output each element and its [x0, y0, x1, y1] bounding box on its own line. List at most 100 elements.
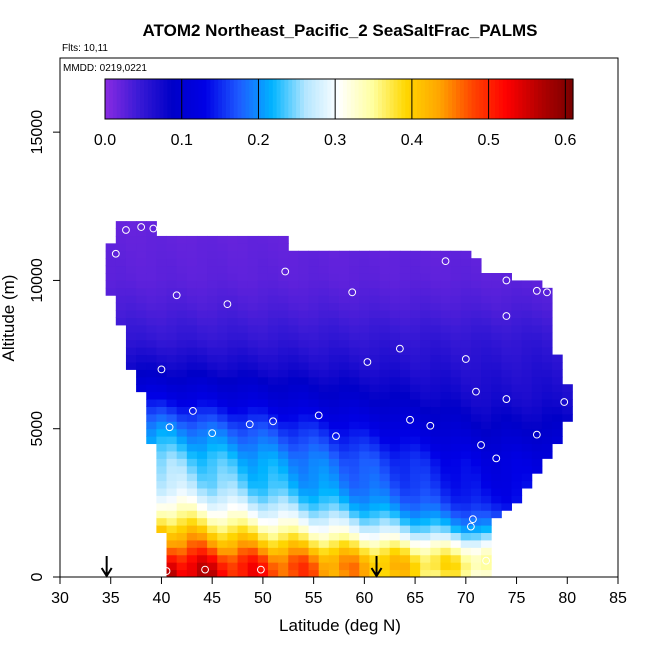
- heatmap-cell: [379, 317, 391, 326]
- heatmap-cell: [186, 317, 198, 326]
- heatmap-cell: [440, 310, 452, 318]
- heatmap-cell: [257, 310, 269, 318]
- heatmap-cell: [125, 302, 137, 311]
- heatmap-cell: [440, 480, 452, 489]
- heatmap-cell: [267, 287, 279, 296]
- heatmap-cell: [450, 376, 462, 385]
- heatmap-cell: [379, 413, 391, 422]
- heatmap-cell: [227, 265, 239, 274]
- heatmap-cell: [186, 250, 198, 259]
- heatmap-cell: [339, 413, 350, 422]
- heatmap-cell: [166, 324, 178, 333]
- heatmap-cell: [430, 547, 441, 556]
- heatmap-cell: [298, 369, 310, 378]
- heatmap-cell: [399, 450, 411, 459]
- heatmap-cell: [328, 391, 340, 400]
- colorbar-swatch: [467, 79, 473, 119]
- heatmap-cell: [308, 384, 320, 393]
- heatmap-cell: [227, 458, 239, 467]
- heatmap-cell: [227, 324, 239, 333]
- heatmap-cell: [349, 399, 360, 407]
- heatmap-cell: [481, 391, 492, 400]
- heatmap-cell: [349, 547, 360, 556]
- heatmap-cell: [339, 302, 350, 311]
- colorbar-swatch: [300, 79, 305, 119]
- heatmap-cell: [227, 280, 239, 289]
- heatmap-cell: [379, 421, 391, 430]
- x-tick-label: 35: [102, 590, 120, 607]
- chart-title: ATOM2 Northeast_Pacific_2 SeaSaltFrac_PA…: [143, 21, 538, 40]
- heatmap-cell: [308, 287, 320, 296]
- heatmap-cell: [450, 324, 462, 333]
- heatmap-cell: [328, 280, 340, 289]
- heatmap-cell: [481, 421, 492, 430]
- heatmap-cell: [308, 361, 320, 370]
- heatmap-cell: [430, 532, 441, 541]
- heatmap-cell: [531, 436, 543, 445]
- heatmap-cell: [166, 310, 178, 318]
- heatmap-cell: [176, 250, 188, 259]
- heatmap-cell: [278, 258, 289, 267]
- heatmap-cell: [288, 265, 299, 274]
- heatmap-cell: [237, 295, 249, 304]
- heatmap-cell: [227, 502, 239, 511]
- colorbar-swatch: [569, 79, 574, 119]
- heatmap-cell: [450, 443, 462, 452]
- heatmap-cell: [318, 250, 330, 259]
- heatmap-cell: [136, 324, 147, 333]
- heatmap-cell: [339, 495, 350, 504]
- heatmap-cell: [359, 510, 370, 519]
- heatmap-cell: [491, 295, 502, 304]
- heatmap-cell: [207, 243, 218, 252]
- heatmap-cell: [328, 495, 340, 504]
- heatmap-cell: [501, 317, 512, 326]
- heatmap-cell: [420, 310, 431, 318]
- heatmap-cell: [308, 399, 320, 407]
- heatmap-cell: [298, 339, 310, 348]
- heatmap-cell: [470, 488, 482, 496]
- heatmap-cell: [410, 317, 421, 326]
- heatmap-cell: [349, 562, 360, 571]
- heatmap-cell: [146, 302, 157, 311]
- heatmap-cell: [491, 399, 502, 407]
- heatmap-cell: [521, 302, 533, 311]
- heatmap-cell: [227, 273, 239, 281]
- heatmap-cell: [176, 391, 188, 400]
- heatmap-cell: [359, 354, 370, 363]
- heatmap-cell: [399, 495, 411, 504]
- heatmap-cell: [501, 295, 512, 304]
- heatmap-cell: [410, 547, 421, 556]
- heatmap-cell: [237, 480, 249, 489]
- heatmap-cell: [227, 532, 239, 541]
- heatmap-cell: [328, 302, 340, 311]
- heatmap-cell: [328, 510, 340, 519]
- heatmap-cell: [369, 562, 381, 571]
- heatmap-cell: [207, 302, 218, 311]
- heatmap-cell: [267, 421, 279, 430]
- heatmap-cell: [318, 443, 330, 452]
- heatmap-cell: [359, 450, 370, 459]
- heatmap-cell: [146, 250, 157, 259]
- heatmap-cell: [369, 302, 381, 311]
- heatmap-cell: [349, 287, 360, 296]
- colorbar-swatch: [522, 79, 527, 119]
- heatmap-cell: [207, 562, 218, 571]
- heatmap-cell: [328, 421, 340, 430]
- heatmap-cell: [541, 384, 553, 393]
- heatmap-cell: [481, 458, 492, 467]
- colorbar-swatch: [163, 79, 168, 119]
- colorbar-swatch: [331, 79, 336, 119]
- heatmap-cell: [288, 465, 299, 474]
- heatmap-cell: [450, 295, 462, 304]
- heatmap-cell: [491, 384, 502, 393]
- heatmap-cell: [298, 310, 310, 318]
- heatmap-cell: [267, 310, 279, 318]
- heatmap-cell: [237, 310, 249, 318]
- heatmap-cell: [541, 450, 553, 459]
- heatmap-cell: [207, 265, 218, 274]
- heatmap-cell: [359, 280, 370, 289]
- heatmap-cell: [491, 421, 502, 430]
- heatmap-cell: [450, 413, 462, 422]
- heatmap-cell: [440, 413, 452, 422]
- heatmap-cell: [420, 302, 431, 311]
